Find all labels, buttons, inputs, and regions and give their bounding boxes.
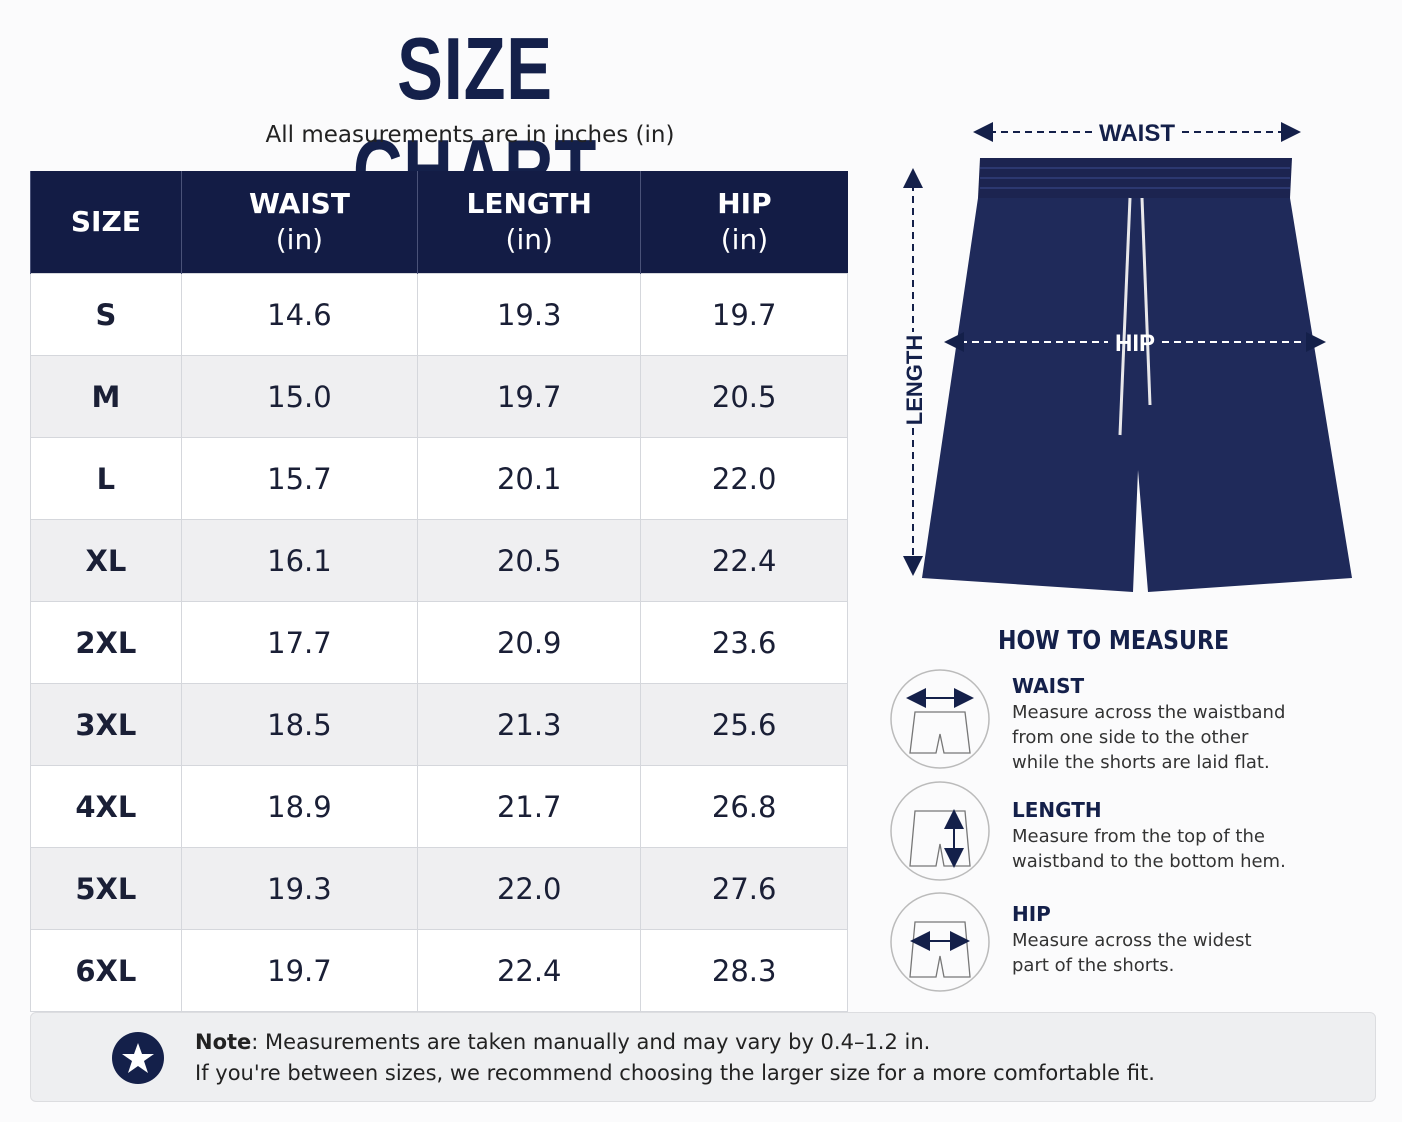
measure-label: HIP — [1012, 902, 1051, 926]
how-to-title: HOW TO MEASURE — [998, 626, 1230, 656]
measure-text: from one side to the other — [1012, 727, 1249, 748]
measurement-cell: 20.5 — [417, 519, 642, 602]
measure-text: Measure across the waistband — [1012, 702, 1286, 723]
measurement-cell: 19.7 — [417, 355, 642, 438]
measure-text: part of the shorts. — [1012, 955, 1175, 976]
measurement-cell: 23.6 — [640, 601, 848, 684]
note-box: Note: Measurements are taken manually an… — [30, 1012, 1376, 1102]
measurement-cell: 22.4 — [417, 929, 642, 1012]
column-header: WAIST (in) — [180, 171, 418, 274]
measurement-cell: 26.8 — [640, 765, 848, 848]
measure-icons — [890, 669, 990, 992]
column-header: LENGTH (in) — [417, 171, 641, 274]
measure-label: WAIST — [1012, 674, 1085, 698]
measurement-cell: 15.0 — [180, 355, 419, 438]
measurement-cell: 19.3 — [180, 847, 419, 930]
subtitle: All measurements are in inches (in) — [265, 122, 675, 148]
column-unit: (in) — [505, 223, 553, 256]
measurement-cell: 21.3 — [417, 683, 642, 766]
measurement-cell: 27.6 — [640, 847, 848, 930]
size-cell: S — [30, 273, 182, 356]
size-table: SIZE WAIST (in) LENGTH (in) HIP (in) S 14.6 19.3 1… — [30, 171, 848, 1012]
waist-label: WAIST — [1099, 120, 1175, 147]
table-row: 6XL 19.7 22.4 28.3 — [30, 929, 848, 1012]
size-cell: M — [30, 355, 182, 438]
size-cell: 4XL — [30, 765, 182, 848]
column-header: SIZE — [30, 171, 182, 274]
star-icon — [112, 1032, 164, 1084]
size-cell: 5XL — [30, 847, 182, 930]
measure-item: LENGTH Measure from the top of the waistba… — [1012, 798, 1286, 874]
note-line2: If you're between sizes, we recommend ch… — [195, 1061, 1155, 1085]
table-row: L 15.7 20.1 22.0 — [30, 437, 848, 520]
measurement-cell: 14.6 — [180, 273, 419, 356]
size-cell: 3XL — [30, 683, 182, 766]
size-cell: 2XL — [30, 601, 182, 684]
measurement-cell: 19.3 — [417, 273, 642, 356]
table-row: M 15.0 19.7 20.5 — [30, 355, 848, 438]
column-unit: (in) — [275, 223, 324, 256]
table-body: S 14.6 19.3 19.7 M 15.0 19.7 20.5 L 15.7 20.1 22.0 X… — [30, 273, 848, 1012]
size-cell: 6XL — [30, 929, 182, 1012]
measurement-cell: 18.5 — [180, 683, 419, 766]
column-name: WAIST — [248, 187, 350, 220]
measurement-cell: 22.0 — [640, 437, 848, 520]
column-unit: (in) — [720, 223, 769, 256]
measurement-cell: 19.7 — [640, 273, 848, 356]
note-line1: : Measurements are taken manually and ma… — [251, 1030, 931, 1054]
measure-label: LENGTH — [1012, 798, 1102, 822]
measure-text: Measure from the top of the — [1012, 826, 1265, 847]
length-label: LENGTH — [902, 335, 927, 425]
measurement-cell: 28.3 — [640, 929, 848, 1012]
measurement-cell: 22.0 — [417, 847, 642, 930]
measure-text: waistband to the bottom hem. — [1012, 851, 1286, 872]
shorts-diagram: WAIST HIP LENGTH — [902, 120, 1352, 592]
column-header: HIP (in) — [640, 171, 848, 274]
note-label: Note — [195, 1030, 252, 1054]
note-text: Note: Measurements are taken manually an… — [195, 1027, 1155, 1089]
measurement-cell: 20.1 — [417, 437, 642, 520]
measurement-cell: 25.6 — [640, 683, 848, 766]
measurement-cell: 18.9 — [180, 765, 419, 848]
measurement-cell: 20.5 — [640, 355, 848, 438]
measure-text: Measure across the widest — [1012, 930, 1252, 951]
column-name: SIZE — [70, 205, 141, 238]
measurement-cell: 22.4 — [640, 519, 848, 602]
table-row: S 14.6 19.3 19.7 — [30, 273, 848, 356]
column-name: LENGTH — [466, 187, 592, 220]
measurement-cell: 19.7 — [180, 929, 419, 1012]
hip-label: HIP — [1115, 330, 1155, 357]
table-row: 5XL 19.3 22.0 27.6 — [30, 847, 848, 930]
measurement-cell: 20.9 — [417, 601, 642, 684]
size-cell: L — [30, 437, 182, 520]
measurement-cell: 21.7 — [417, 765, 642, 848]
table-row: 3XL 18.5 21.3 25.6 — [30, 683, 848, 766]
size-cell: XL — [30, 519, 182, 602]
measurement-cell: 15.7 — [180, 437, 419, 520]
shorts-body — [922, 198, 1352, 592]
column-name: HIP — [717, 187, 772, 220]
measure-item: WAIST Measure across the waistband from on… — [1012, 674, 1285, 775]
table-row: 4XL 18.9 21.7 26.8 — [30, 765, 848, 848]
header-row: SIZE WAIST (in) LENGTH (in) HIP (in) — [30, 171, 848, 274]
measure-text: while the shorts are laid flat. — [1012, 752, 1270, 773]
table-row: 2XL 17.7 20.9 23.6 — [30, 601, 848, 684]
measure-item: HIP Measure across the widest part of the … — [1012, 902, 1252, 978]
measurement-cell: 16.1 — [180, 519, 419, 602]
table-row: XL 16.1 20.5 22.4 — [30, 519, 848, 602]
measurement-cell: 17.7 — [180, 601, 419, 684]
